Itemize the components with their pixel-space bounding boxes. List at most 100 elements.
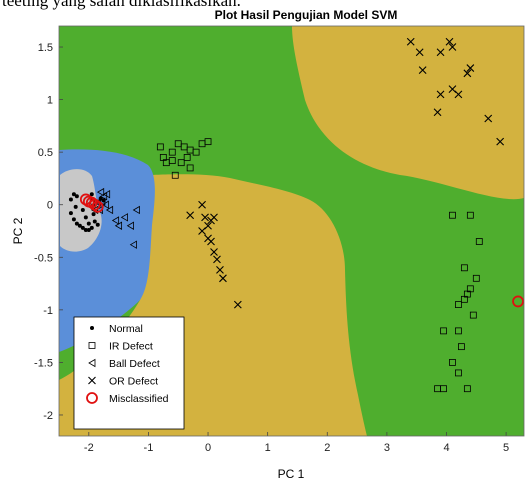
x-tick-label: 1 [265, 442, 271, 454]
legend: Normal IR Defect Ball Defect OR Defect Miscl… [73, 316, 185, 430]
data-point [79, 193, 92, 206]
legend-label: OR Defect [109, 376, 158, 388]
data-point [406, 37, 415, 46]
series-or-defect [186, 37, 505, 309]
y-tick-label: 0.5 [38, 147, 53, 159]
x-tick-label: 0 [205, 442, 211, 454]
data-point [77, 223, 82, 228]
data-point [448, 43, 457, 51]
data-point [74, 194, 79, 199]
data-point [449, 211, 456, 219]
data-point [88, 198, 101, 211]
data-point [460, 295, 468, 303]
data-point [71, 192, 76, 197]
legend-label: Misclassified [109, 393, 169, 405]
data-point [186, 164, 194, 172]
y-tick-label: -1.5 [34, 357, 53, 369]
data-point [466, 211, 474, 219]
data-point [475, 238, 483, 245]
legend-label: Normal [109, 323, 143, 335]
data-point [162, 159, 170, 167]
data-point [454, 90, 463, 99]
data-point [463, 69, 472, 78]
data-point [436, 48, 445, 57]
data-point [512, 295, 524, 308]
legend-marker [86, 392, 98, 404]
data-point [96, 187, 105, 197]
y-axis-title: PC 2 [11, 217, 25, 244]
data-point [436, 90, 445, 99]
data-point [201, 213, 209, 222]
x-tick-label: -2 [84, 442, 94, 454]
data-point [89, 192, 94, 197]
data-point [198, 227, 206, 235]
data-point [460, 264, 468, 272]
y-tick-label: 1 [47, 95, 53, 107]
data-point [418, 66, 427, 75]
y-tick-label: -1 [43, 305, 53, 317]
data-point [101, 200, 109, 209]
data-point [80, 207, 85, 212]
data-point [86, 227, 91, 232]
legend-marker [88, 376, 96, 385]
data-point [207, 237, 215, 246]
data-point [183, 154, 191, 161]
legend-marker [90, 326, 94, 330]
legend-marker [88, 358, 96, 368]
data-point [168, 148, 176, 156]
data-point [71, 217, 76, 222]
data-point [213, 255, 221, 264]
y-tick-label: 1.5 [38, 42, 53, 54]
region-normal [60, 169, 102, 252]
data-point [469, 311, 477, 319]
data-point [126, 221, 134, 230]
x-tick-label: 3 [384, 442, 390, 454]
data-point [463, 385, 471, 393]
data-point [445, 37, 454, 46]
data-point [132, 205, 140, 215]
data-point [219, 274, 227, 283]
data-point [92, 219, 97, 224]
data-point [91, 212, 96, 217]
data-point [86, 221, 91, 226]
data-point [83, 215, 88, 220]
data-point [177, 159, 185, 167]
data-point [89, 225, 94, 230]
chart-title: Plot Hasil Pengujian Model SVM [215, 8, 398, 22]
data-point [233, 300, 242, 309]
series-normal [68, 192, 106, 232]
data-point [472, 274, 480, 282]
data-point [68, 211, 73, 216]
data-point [91, 200, 104, 213]
legend-label: Ball Defect [109, 358, 160, 370]
legend-marker [88, 342, 96, 349]
data-point [466, 285, 474, 293]
data-point [455, 327, 462, 335]
x-tick-label: -1 [144, 442, 154, 454]
plot-frame [58, 25, 525, 437]
data-point [204, 138, 212, 146]
data-point [80, 225, 85, 230]
region-or-top-right [292, 26, 524, 200]
legend-label: IR Defect [109, 341, 153, 353]
x-tick-label: 2 [324, 442, 330, 454]
data-point [192, 148, 200, 156]
data-point [74, 221, 79, 226]
data-point [111, 216, 120, 225]
data-point [433, 108, 442, 117]
x-tick-label: 5 [503, 442, 509, 454]
y-tick-label: -0.5 [34, 252, 53, 264]
x-tick-label: 4 [443, 442, 449, 454]
data-point [466, 64, 475, 72]
data-point [210, 248, 218, 256]
y-tick-label: -2 [43, 410, 53, 422]
data-point [102, 190, 111, 199]
data-point [73, 204, 78, 209]
data-point [455, 301, 462, 308]
data-point [95, 222, 100, 227]
data-point [120, 213, 128, 222]
series-ir-defect [156, 138, 483, 393]
data-point [171, 171, 179, 179]
data-point [449, 359, 456, 366]
